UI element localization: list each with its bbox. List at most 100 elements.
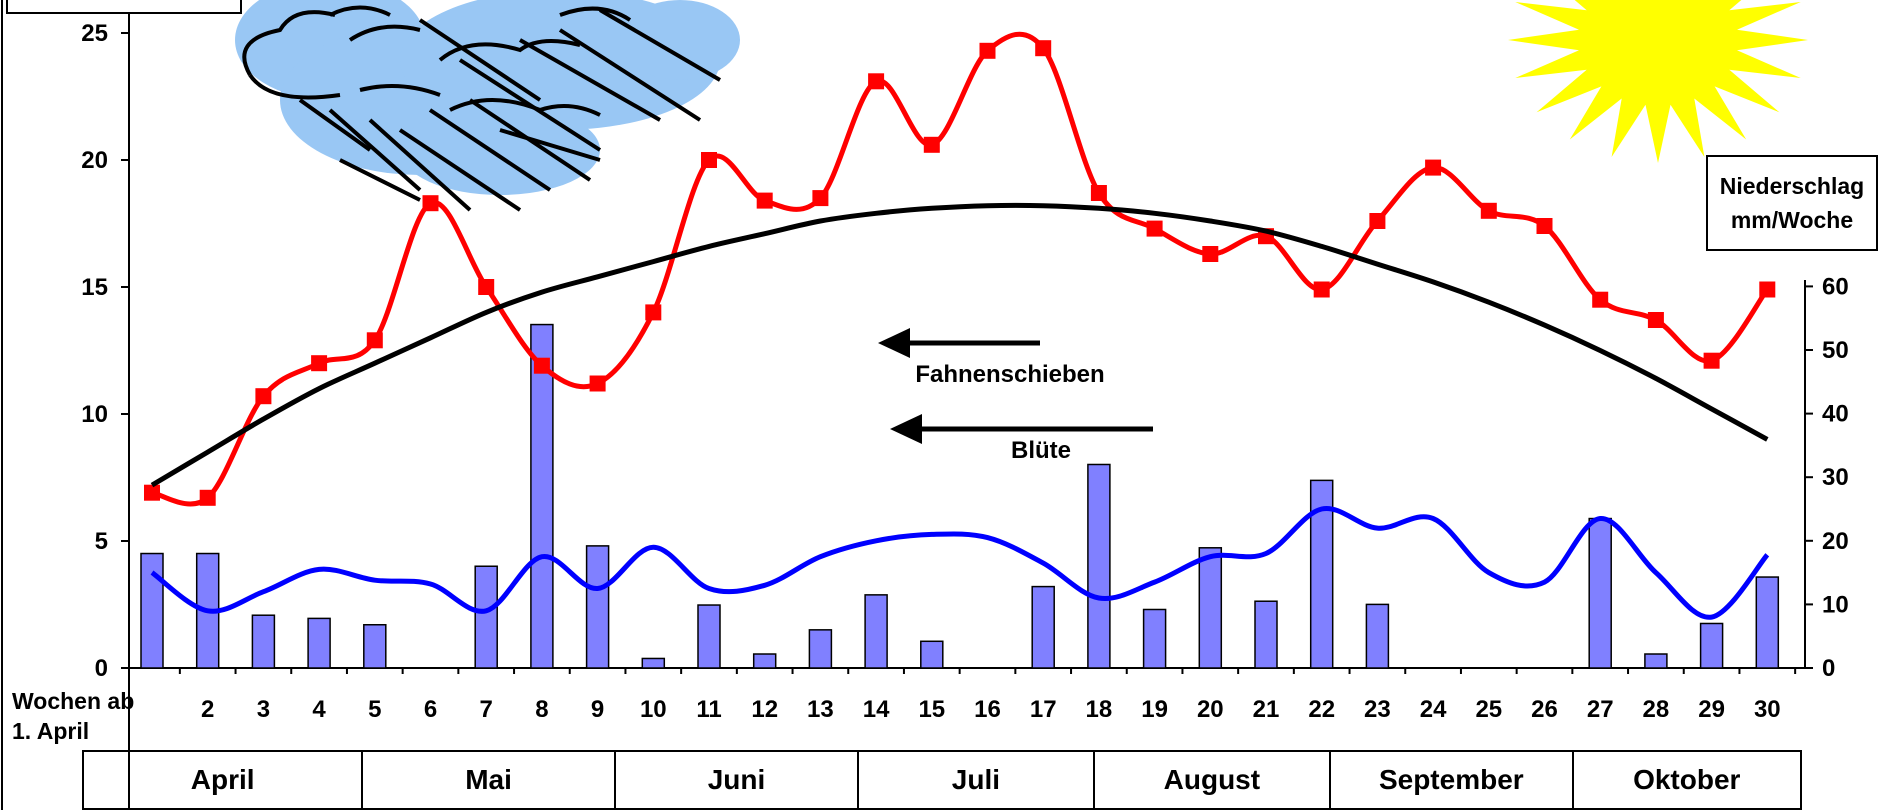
x-tick-label: 8 [535, 696, 548, 723]
temperature-marker [144, 484, 160, 501]
precip-bar [474, 565, 498, 669]
month-august: August [1095, 752, 1332, 808]
month-juli: Juli [859, 752, 1095, 808]
y-right-tick-label: 60 [1822, 273, 1849, 300]
x-tick-label: 24 [1420, 696, 1447, 723]
y-right-tick-label: 20 [1822, 528, 1849, 555]
precip-bar [752, 653, 777, 669]
temperature-marker [1035, 40, 1052, 57]
x-tick-label: 9 [591, 696, 604, 723]
y-left-tick-label: 20 [81, 147, 108, 174]
temperature-marker [923, 136, 940, 153]
precip-line [150, 505, 1770, 620]
temperature-marker [1090, 185, 1107, 201]
precip-bar [140, 552, 164, 669]
x-tick-label: 21 [1253, 696, 1280, 723]
temperature-marker [533, 357, 550, 374]
y-left-tick-label: 15 [81, 274, 108, 301]
legend-line-1: Niederschlag [1719, 173, 1865, 199]
anno-fahnenschieben-label: Fahnenschieben [915, 361, 1104, 388]
y-right-tick-label: 40 [1822, 401, 1849, 428]
y-right-tick-label: 50 [1822, 337, 1849, 364]
y-left-tick-label: 0 [95, 655, 108, 682]
x-tick-label: 20 [1197, 696, 1224, 723]
temperature-marker [756, 192, 773, 209]
y-right-tick-label: 10 [1822, 591, 1849, 618]
temperature-marker [255, 388, 272, 405]
precip-bar [697, 604, 721, 669]
x-axis-label-line-1: Wochen ab [12, 688, 135, 714]
x-tick-label: 3 [257, 696, 270, 723]
month-row: April Mai Juni Juli August September Oktober [82, 750, 1802, 810]
temperature-marker [311, 355, 328, 372]
x-tick-label: 4 [312, 696, 326, 723]
precip-bar [1309, 479, 1334, 669]
x-tick-label: 2 [201, 696, 214, 723]
month-juni: Juni [616, 752, 860, 808]
precip-bar [1699, 622, 1724, 669]
precipitation-legend: Niederschlag mm/Woche [1706, 155, 1878, 251]
x-tick-label: 26 [1531, 696, 1558, 723]
x-axis-label: Wochen ab 1. April [12, 686, 134, 746]
x-tick-label: 28 [1643, 696, 1670, 723]
temperature-marker [1425, 159, 1442, 176]
precip-bar [864, 594, 888, 669]
x-tick-label: 6 [424, 696, 437, 723]
tick-labels: 0510152025010203040506070234567891011121… [81, 20, 1848, 723]
x-tick-label: 7 [480, 696, 493, 723]
y-right-tick-label: 30 [1822, 464, 1849, 491]
precip-bar [641, 657, 666, 669]
x-tick-label: 25 [1475, 696, 1502, 723]
precip-bar [251, 614, 276, 669]
anno-bluete-label: Blüte [1011, 437, 1071, 464]
temperature-marker [1536, 218, 1553, 234]
x-tick-label: 19 [1141, 696, 1168, 723]
precip-bar [1142, 608, 1167, 669]
temperature-marker [1146, 220, 1163, 237]
precip-bar [808, 629, 833, 669]
rain-cloud-icon [235, 0, 740, 212]
x-tick-label: 17 [1030, 696, 1057, 723]
precipitation-bars [140, 323, 1780, 669]
precip-bar [1588, 517, 1612, 669]
month-april: April [84, 752, 364, 808]
precip-bar [585, 545, 610, 669]
temperature-marker [1703, 352, 1720, 369]
precip-bar [307, 617, 331, 669]
precip-bar [530, 323, 554, 669]
temperature-marker [868, 73, 885, 90]
x-tick-label: 27 [1587, 696, 1614, 723]
temperature-marker [1480, 202, 1497, 219]
top-left-legend-box [6, 0, 242, 14]
precip-bar [920, 640, 944, 669]
month-september: September [1331, 752, 1574, 808]
x-tick-label: 22 [1308, 696, 1335, 723]
precip-bar [1087, 463, 1111, 669]
precip-bar [1755, 576, 1780, 669]
temperature-marker [812, 190, 829, 207]
x-tick-label: 29 [1698, 696, 1725, 723]
x-tick-label: 5 [368, 696, 381, 723]
precip-bar [1198, 547, 1223, 669]
precip-bar [1031, 585, 1055, 669]
x-tick-label: 10 [640, 696, 667, 723]
x-tick-label: 23 [1364, 696, 1391, 723]
x-tick-label: 13 [807, 696, 834, 723]
x-tick-label: 11 [696, 696, 721, 723]
x-tick-label: 14 [863, 696, 890, 723]
trend-curve [150, 202, 1769, 488]
temperature-marker [1592, 291, 1609, 308]
temperature-marker [1369, 213, 1386, 229]
y-left-tick-label: 25 [81, 20, 108, 47]
precip-bar [1365, 603, 1390, 669]
x-axis-label-line-2: 1. April [12, 718, 90, 744]
x-tick-label: 15 [918, 696, 945, 723]
precip-bar [1644, 653, 1668, 669]
temperature-marker [979, 42, 996, 59]
y-right-tick-label: 0 [1822, 655, 1835, 682]
month-oktober: Oktober [1633, 764, 1741, 795]
chart-lines [144, 31, 1776, 620]
precip-bar [1254, 600, 1278, 669]
temperature-marker [645, 304, 662, 321]
